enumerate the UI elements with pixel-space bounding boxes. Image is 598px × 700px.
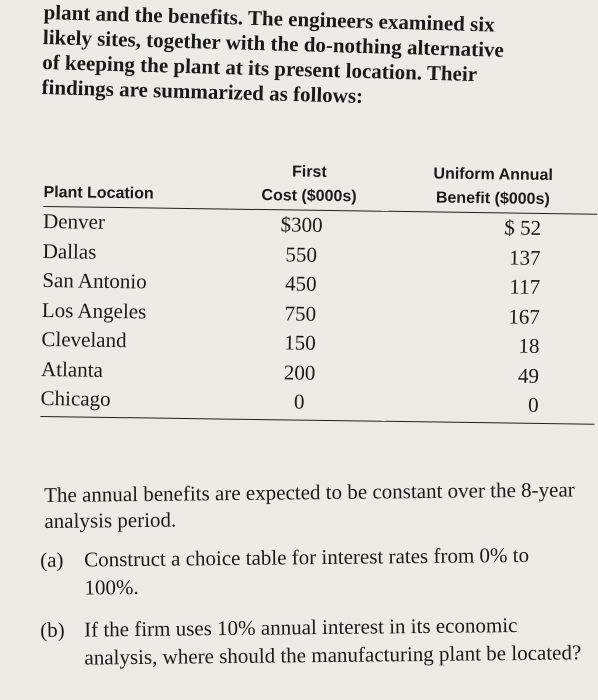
location-cell: Denver — [42, 208, 106, 234]
benefit-cell: 49 — [517, 363, 540, 388]
cost-cell: 750 — [284, 300, 317, 326]
benefit-cell: 0 — [385, 388, 595, 424]
question-b-text: If the firm uses 10% annual interest in … — [84, 613, 582, 670]
location-cell: Los Angeles — [41, 297, 147, 323]
question-b: (b) If the firm uses 10% annual interest… — [40, 610, 589, 672]
table-row: Chicago 0 0 — [40, 383, 595, 424]
benefit-cell: 117 — [509, 274, 541, 299]
cost-cell: 200 — [283, 359, 316, 385]
cost-cell: 550 — [285, 241, 318, 267]
benefit-cell: 167 — [508, 303, 541, 329]
location-cell: Dallas — [42, 238, 97, 264]
location-cell: San Antonio — [42, 267, 147, 294]
header-plant-location: Plant Location — [43, 181, 231, 210]
question-a-text: Construct a choice table for interest ra… — [84, 542, 530, 600]
header-first-cost-bottom: Cost ($000s) — [229, 184, 389, 212]
header-benefit-bottom: Benefit ($000s) — [388, 186, 598, 215]
header-first-cost-top: First — [291, 163, 327, 181]
intro-paragraph: plant and the benefits. The engineers ex… — [41, 0, 584, 115]
cost-cell: 150 — [284, 330, 316, 355]
question-a: (a) Construct a choice table for interes… — [40, 540, 589, 602]
benefit-cell: 18 — [518, 333, 540, 358]
cost-cell: 0 — [226, 386, 386, 421]
cost-cell: $300 — [280, 212, 323, 237]
location-cell: Cleveland — [41, 326, 127, 353]
analysis-period-paragraph: The annual benefits are expected to be c… — [44, 477, 575, 533]
benefit-cell: $ 52 — [504, 215, 542, 240]
question-b-label: (b) — [40, 617, 65, 642]
question-a-label: (a) — [40, 547, 64, 572]
location-cell: Chicago — [40, 383, 228, 419]
header-benefit-top: Uniform Annual — [433, 165, 553, 185]
location-cell: Atlanta — [40, 356, 104, 382]
benefit-cell: 137 — [508, 245, 541, 270]
plant-location-table: First Uniform Annual Plant Location Cost… — [40, 158, 598, 424]
cost-cell: 450 — [284, 271, 317, 296]
